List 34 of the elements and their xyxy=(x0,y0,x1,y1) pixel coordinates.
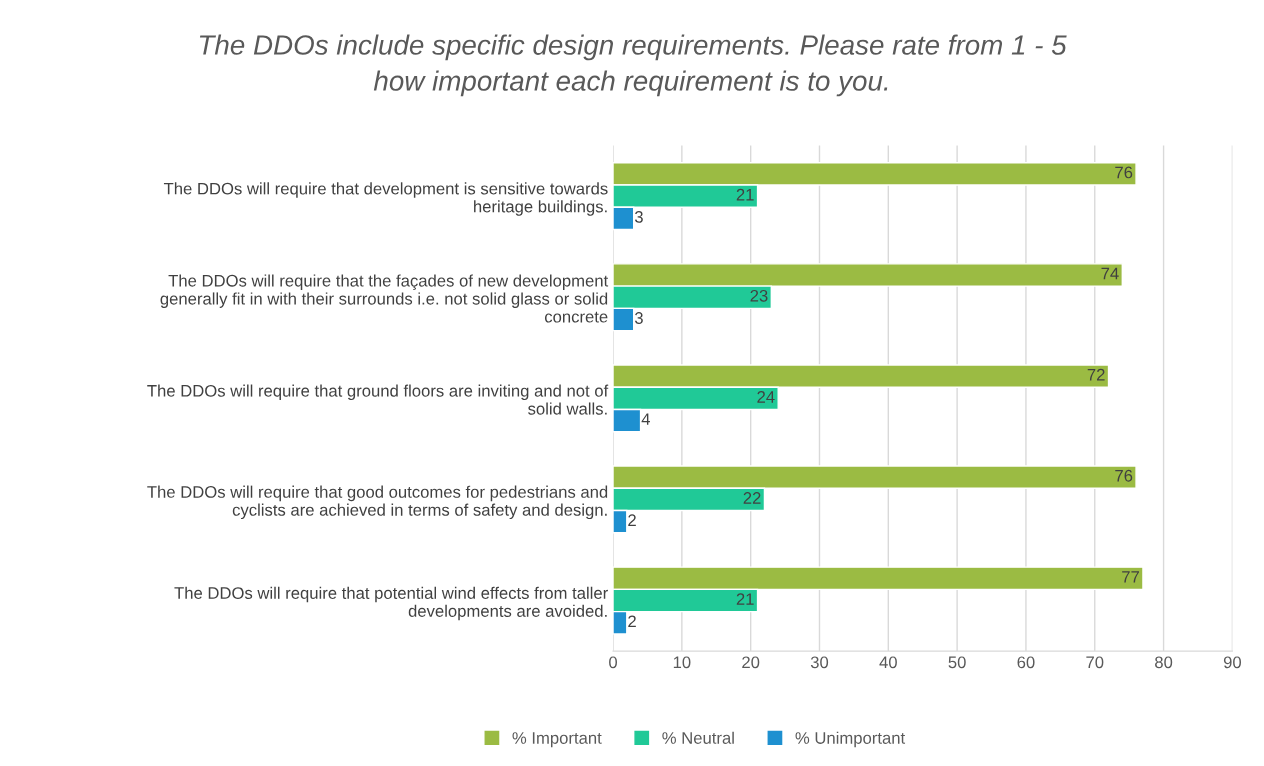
y-tick-label: The DDOs will require that ground floors are inviting and not of solid walls. xyxy=(147,384,609,415)
data-label: 23 xyxy=(750,289,768,302)
y-tick-label: The DDOs will require that development is sensitive towards heritage buildings. xyxy=(163,182,608,216)
x-tick-label: 50 xyxy=(948,656,966,669)
data-label: 3 xyxy=(634,211,643,223)
data-label: 76 xyxy=(1115,166,1133,179)
x-tick-label: 40 xyxy=(879,656,897,669)
x-tick-label: 60 xyxy=(1017,656,1035,669)
x-tick-label: 30 xyxy=(810,656,829,669)
x-tick-label: 20 xyxy=(742,656,760,669)
data-label: 21 xyxy=(736,188,754,201)
data-label: 22 xyxy=(743,492,761,504)
x-tick-label: 90 xyxy=(1223,656,1242,669)
chart-title: The DDOs include specific design requirements. Please rate from 1 - 5 how important each requirement is to you. xyxy=(199,34,1067,97)
data-label: 77 xyxy=(1122,571,1140,583)
y-tick-label: The DDOs will require that the façades of new development generally fit in with their surrounds i.e. not solid glass or solid concrete xyxy=(160,274,609,323)
legend-label: % Important xyxy=(512,732,602,748)
x-tick-label: 0 xyxy=(609,656,618,669)
legend-label: % Unimportant xyxy=(795,731,906,748)
data-label: 4 xyxy=(641,413,650,425)
data-label: 76 xyxy=(1115,469,1133,482)
data-label: 2 xyxy=(628,514,636,526)
x-tick-label: 70 xyxy=(1086,656,1104,669)
legend-label: % Neutral xyxy=(662,731,734,744)
y-tick-label: The DDOs will require that good outcomes for pedestrians and cyclists are achieved in terms of safety and design. xyxy=(147,485,608,520)
data-label: 72 xyxy=(1087,368,1105,381)
x-tick-label: 10 xyxy=(673,656,691,669)
data-label: 74 xyxy=(1101,267,1119,280)
data-label: 21 xyxy=(736,593,754,605)
data-label: 2 xyxy=(628,615,636,628)
x-tick-label: 80 xyxy=(1155,656,1173,669)
y-tick-label: The DDOs will require that potential wind effects from taller developments are avoided. xyxy=(174,586,608,621)
data-label: 24 xyxy=(757,390,775,403)
data-label: 3 xyxy=(634,312,643,324)
